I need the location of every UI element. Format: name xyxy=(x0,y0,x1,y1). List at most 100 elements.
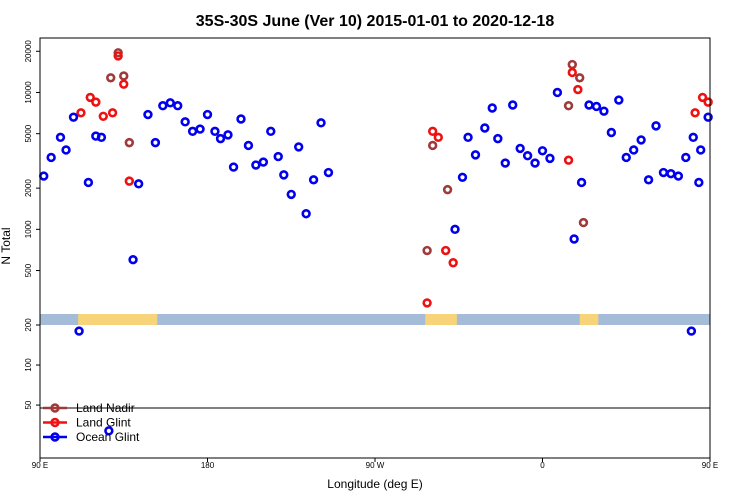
ocean-glint-point xyxy=(530,158,540,168)
ocean-glint-point xyxy=(480,123,490,133)
y-tick-label: 2000 xyxy=(24,179,33,197)
ocean-glint-point xyxy=(46,152,56,163)
x-tick-label: 0 xyxy=(540,461,545,470)
land-nadir-point xyxy=(563,101,574,111)
ocean-glint-point xyxy=(236,114,246,124)
ocean-glint-point xyxy=(681,152,691,163)
ocean-glint-point xyxy=(187,126,198,137)
ocean-glint-point xyxy=(703,112,713,122)
ocean-glint-point xyxy=(223,130,233,140)
x-axis-label: Longitude (deg E) xyxy=(327,477,422,491)
ocean-glint-point xyxy=(228,162,239,172)
land-glint-point xyxy=(422,298,432,308)
plot-frame xyxy=(39,37,711,459)
ocean-glint-point xyxy=(695,145,706,155)
land-nadir-point xyxy=(119,71,129,81)
ocean-glint-point xyxy=(552,87,563,98)
land-nadir-point xyxy=(567,59,577,70)
ocean-glint-point xyxy=(457,172,468,182)
ocean-glint-point xyxy=(508,100,518,110)
ocean-glint-point xyxy=(584,100,594,110)
ocean-glint-point xyxy=(133,179,144,189)
ocean-glint-point xyxy=(273,151,283,162)
ocean-glint-point xyxy=(686,326,697,336)
ocean-glint-point xyxy=(522,151,533,161)
ocean-glint-point xyxy=(173,101,183,111)
land-glint-point xyxy=(703,97,713,107)
land-glint-point xyxy=(91,97,101,107)
land-nadir-point xyxy=(578,217,589,228)
ocean-glint-point xyxy=(150,137,161,148)
land-nadir-point xyxy=(106,73,116,83)
y-tick-label: 100 xyxy=(24,358,33,372)
land-glint-point xyxy=(85,92,95,103)
ocean-glint-point xyxy=(251,160,261,170)
ocean-glint-point xyxy=(266,126,276,137)
y-tick-label: 500 xyxy=(24,263,33,277)
y-tick-label: 200 xyxy=(24,318,33,332)
ocean-glint-point xyxy=(74,326,84,336)
ocean-glint-point xyxy=(39,171,49,181)
land-glint-point xyxy=(98,111,108,121)
ocean-glint-point xyxy=(243,140,254,151)
ocean-glint-point xyxy=(487,103,497,113)
ocean-glint-point xyxy=(61,145,71,155)
y-tick-label: 5000 xyxy=(24,124,33,142)
land-nadir-point xyxy=(575,73,585,83)
land-glint-point xyxy=(427,126,438,137)
land-glint-point xyxy=(119,79,129,89)
land-strip-segment xyxy=(84,314,158,325)
legend-ocean-glint-label: Ocean Glint xyxy=(76,430,140,444)
ocean-glint-point xyxy=(104,426,114,436)
legend-land-nadir-marker xyxy=(50,403,60,413)
legend-ocean-glint-marker xyxy=(50,432,60,442)
ocean-glint-point xyxy=(463,132,473,143)
land-glint-point xyxy=(107,108,118,118)
ocean-glint-point xyxy=(165,98,175,108)
y-axis: 500 1000 2000 5000 10000 20000 50 100 200 xyxy=(24,40,40,410)
y-tick-label: 10000 xyxy=(24,81,33,104)
ocean-glint-point xyxy=(68,112,79,122)
land-glint-point xyxy=(124,176,135,186)
ocean-glint-point xyxy=(323,167,334,178)
land-glint-point xyxy=(690,108,700,118)
land-strip-segment xyxy=(425,314,457,325)
ocean-glint-point xyxy=(614,95,624,105)
legend-land-glint-label: Land Glint xyxy=(76,416,131,430)
ocean-glint-point xyxy=(537,146,548,156)
land-strip xyxy=(40,314,710,325)
chart-title: 35S-30S June (Ver 10) 2015-01-01 to 2020… xyxy=(196,13,555,30)
ocean-glint-point xyxy=(545,153,555,164)
ocean-glint-point xyxy=(128,254,138,265)
ocean-glint-point xyxy=(308,175,319,185)
land-nadir-point xyxy=(422,245,432,256)
x-tick-label: 90 E xyxy=(32,461,48,470)
ocean-glint-point xyxy=(158,101,168,111)
ocean-glint-point xyxy=(606,127,617,138)
ocean-glint-point xyxy=(301,209,311,219)
ocean-glint-point xyxy=(643,175,654,185)
ocean-glint-point xyxy=(576,177,587,188)
x-tick-label: 90 W xyxy=(366,461,385,470)
land-glint-point xyxy=(448,258,458,268)
ocean-glint-point xyxy=(180,117,190,127)
ocean-glint-point xyxy=(599,106,609,116)
land-glint-point xyxy=(433,132,443,143)
ocean-glint-point xyxy=(450,224,460,235)
ocean-glint-point xyxy=(258,157,269,167)
ocean-glint-point xyxy=(195,124,205,134)
y-tick-label: 1000 xyxy=(24,220,33,238)
ocean-glint-point xyxy=(636,135,646,145)
ocean-glint-point xyxy=(651,121,661,131)
land-nadir-point xyxy=(442,184,453,195)
land-nadir-point xyxy=(124,137,135,148)
ocean-glint-point xyxy=(279,170,289,180)
ocean-glint-point xyxy=(493,133,503,144)
ocean-glint-point xyxy=(500,158,510,168)
y-tick-label: 50 xyxy=(24,400,33,409)
ocean-glint-point xyxy=(293,142,304,152)
x-axis: 90 E 180 90 W 0 90 E xyxy=(32,458,718,470)
y-tick-label: 20000 xyxy=(24,40,33,63)
land-glint-point xyxy=(113,51,123,61)
